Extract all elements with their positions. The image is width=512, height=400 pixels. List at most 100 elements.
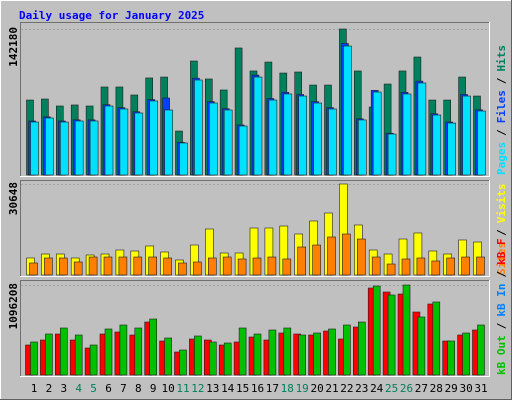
bar xyxy=(179,142,188,176)
bar xyxy=(118,256,128,276)
bar xyxy=(327,236,336,276)
bar xyxy=(238,327,247,376)
x-tick-label: 9 xyxy=(150,382,157,395)
bar xyxy=(208,257,217,276)
bar xyxy=(45,333,53,376)
bar xyxy=(73,261,83,276)
bar xyxy=(222,256,232,276)
bar xyxy=(133,256,143,276)
x-tick-label: 8 xyxy=(135,382,142,395)
x-tick-label: 16 xyxy=(251,382,264,395)
bar xyxy=(164,337,172,376)
bar xyxy=(298,334,307,376)
legend: Sites/Visits xyxy=(495,184,508,276)
bar xyxy=(253,333,262,376)
bar xyxy=(356,238,366,276)
legend-entry: Hits xyxy=(495,45,508,72)
y-tick-label: 1096208 xyxy=(7,283,20,329)
bar xyxy=(209,341,217,376)
bar xyxy=(297,246,307,276)
bar xyxy=(343,45,352,176)
bar xyxy=(104,328,113,376)
bar xyxy=(447,340,456,376)
bar xyxy=(59,121,69,176)
x-tick-label: 30 xyxy=(459,382,472,395)
y-tick-label: 142180 xyxy=(7,27,20,67)
bar xyxy=(253,76,263,176)
bar xyxy=(431,260,441,276)
bar xyxy=(179,349,187,376)
bar xyxy=(104,105,114,176)
x-tick-label: 2 xyxy=(46,382,53,395)
x-tick-label: 20 xyxy=(310,382,323,395)
bar xyxy=(267,256,277,276)
bar xyxy=(313,332,321,376)
x-tick-label: 22 xyxy=(340,382,353,395)
x-tick-label: 11 xyxy=(176,382,189,395)
x-tick-label: 29 xyxy=(445,382,458,395)
bar xyxy=(477,110,486,176)
bar xyxy=(89,344,98,376)
bar xyxy=(29,262,38,276)
legend-entry: kB Out xyxy=(495,335,508,375)
x-tick-label: 7 xyxy=(120,382,127,395)
bar xyxy=(88,256,98,276)
bar xyxy=(371,256,381,276)
bar xyxy=(447,122,457,176)
legend-entry: Pages xyxy=(495,142,508,175)
x-tick-label: 25 xyxy=(385,382,398,395)
bar xyxy=(58,257,68,276)
bar xyxy=(462,95,471,176)
legend-entry: kB F xyxy=(495,238,508,265)
x-tick-label: 23 xyxy=(355,382,368,395)
legend-separator: / xyxy=(495,229,508,236)
legend-separator: / xyxy=(495,271,508,278)
x-tick-label: 27 xyxy=(415,382,428,395)
bar xyxy=(119,324,128,376)
x-tick-label: 5 xyxy=(90,382,97,395)
bar xyxy=(149,100,158,176)
x-tick-label: 6 xyxy=(105,382,112,395)
bar xyxy=(313,102,322,176)
x-tick-label: 4 xyxy=(75,382,82,395)
bar xyxy=(386,263,396,276)
bar xyxy=(74,334,83,376)
x-tick-label: 28 xyxy=(430,382,443,395)
bar xyxy=(194,335,202,376)
x-tick-label: 15 xyxy=(236,382,249,395)
legend-entry: Sites xyxy=(495,242,508,275)
bar xyxy=(45,117,54,176)
legend-entry: Visits xyxy=(495,184,508,224)
bar xyxy=(44,257,53,276)
x-tick-label: 10 xyxy=(161,382,174,395)
bar xyxy=(30,121,39,176)
bar xyxy=(387,133,397,176)
bar xyxy=(298,95,308,176)
bar xyxy=(238,125,248,176)
y-tick-label: 30648 xyxy=(7,182,20,215)
bar xyxy=(268,329,277,376)
legend-separator: / xyxy=(495,129,508,136)
x-tick-label: 3 xyxy=(60,382,67,395)
bar xyxy=(462,332,470,376)
bar xyxy=(164,109,173,176)
bar xyxy=(283,327,292,376)
bar xyxy=(461,256,470,276)
x-tick-label: 18 xyxy=(281,382,294,395)
x-tick-label: 26 xyxy=(400,382,413,395)
bar xyxy=(149,318,157,376)
bar xyxy=(178,262,187,276)
bar xyxy=(417,316,426,376)
x-tick-label: 1 xyxy=(31,382,38,395)
x-tick-label: 31 xyxy=(474,382,487,395)
bar xyxy=(59,327,68,376)
bar xyxy=(402,93,412,176)
bar xyxy=(432,301,441,376)
bar xyxy=(282,258,292,276)
legend: kB Out / kB In / kB F xyxy=(495,238,508,375)
bar xyxy=(163,257,172,276)
bar xyxy=(194,79,203,176)
bar xyxy=(89,120,99,176)
bar xyxy=(372,91,382,176)
